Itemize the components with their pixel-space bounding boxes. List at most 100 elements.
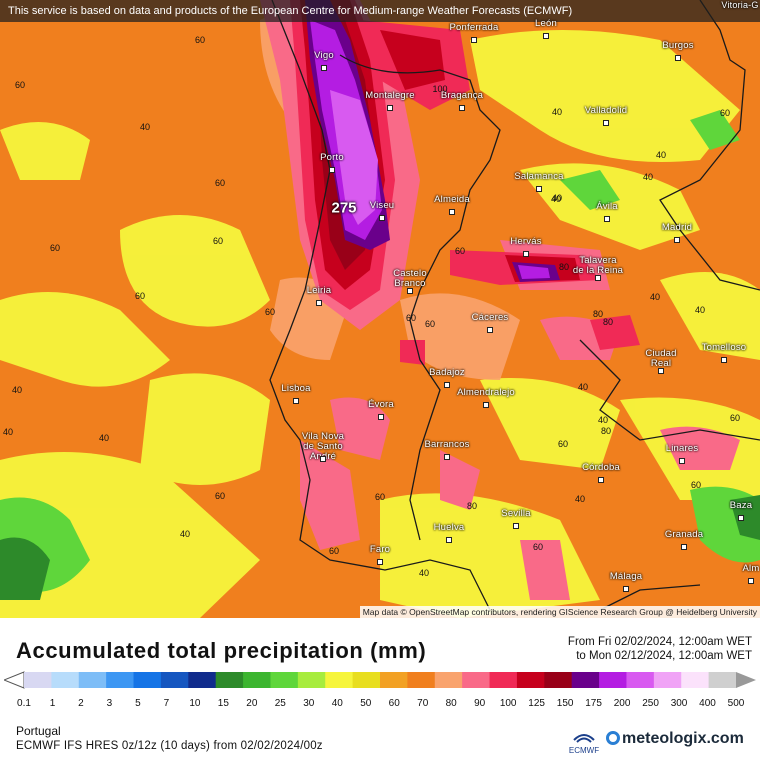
scale-swatch (51, 672, 80, 688)
city-marker-icon (536, 186, 542, 192)
contour-label: 40 (642, 172, 654, 182)
contour-label: 60 (14, 80, 26, 90)
max-value-label: 275 (331, 199, 357, 217)
city-marker-icon (321, 65, 327, 71)
city-label: Castelo Branco (393, 268, 427, 289)
contour-label: 40 (98, 433, 110, 443)
ecmwf-notice: This service is based on data and produc… (0, 0, 760, 22)
scale-swatch (571, 672, 600, 688)
contour-label: 40 (550, 194, 562, 204)
scale-label: 5 (135, 698, 141, 709)
city-label: Alm (742, 563, 760, 574)
time-period: From Fri 02/02/2024, 12:00am WET to Mon … (568, 635, 752, 663)
city-marker-icon (378, 414, 384, 420)
city-marker-icon (675, 55, 681, 61)
period-from: From Fri 02/02/2024, 12:00am WET (567, 636, 752, 648)
city-marker-icon (329, 167, 335, 173)
contour-label: 60 (214, 491, 226, 501)
contour-label: 40 (11, 385, 23, 395)
contour-label: 40 (139, 122, 151, 132)
city-marker-icon (407, 288, 413, 294)
city-marker-icon (623, 586, 629, 592)
scale-label: 125 (528, 698, 545, 709)
city-label: Ponferrada (449, 22, 499, 33)
color-scale (4, 671, 756, 689)
city-label: Granada (664, 529, 704, 540)
scale-swatch (325, 672, 354, 688)
scale-label: 150 (556, 698, 574, 709)
scale-swatch (434, 672, 463, 688)
scale-swatch (297, 672, 326, 688)
contour-label: 80 (466, 501, 478, 511)
ecmwf-logo[interactable]: ECMWF (566, 728, 602, 756)
scale-swatch (626, 672, 655, 688)
city-marker-icon (674, 237, 680, 243)
scale-label: 300 (670, 698, 688, 709)
city-label: Viseu (369, 200, 395, 211)
contour-label: 60 (424, 319, 436, 329)
city-marker-icon (738, 515, 744, 521)
contour-label: 40 (2, 427, 14, 437)
map-attribution[interactable]: Map data © OpenStreetMap contributors, r… (359, 606, 760, 618)
city-label: Bragança (440, 90, 484, 101)
city-marker-icon (721, 357, 727, 363)
contour-label: 60 (719, 108, 731, 118)
city-label: Hervás (510, 236, 542, 247)
contour-label: 60 (212, 236, 224, 246)
scale-swatch (188, 672, 217, 688)
scale-label: 100 (499, 698, 517, 709)
scale-label: 20 (246, 698, 258, 709)
map-layers (0, 0, 760, 618)
scale-label: 1 (49, 698, 56, 709)
scale-swatch (352, 672, 381, 688)
scale-label: 50 (360, 698, 372, 709)
scale-label: 200 (613, 698, 631, 709)
scale-label: 175 (585, 698, 602, 709)
scale-swatch (708, 672, 737, 688)
scale-label: 60 (388, 698, 400, 709)
contour-label: 80 (602, 317, 614, 327)
brand-logo-icon (606, 731, 620, 745)
contour-label: 60 (194, 35, 206, 45)
meteologix-brand[interactable]: meteologix.com (606, 730, 744, 748)
scale-swatch (489, 672, 518, 688)
city-marker-icon (320, 456, 326, 462)
precipitation-map[interactable]: This service is based on data and produc… (0, 0, 760, 618)
contour-label: 40 (649, 292, 661, 302)
city-marker-icon (748, 578, 754, 584)
scale-label: 500 (727, 698, 745, 709)
scale-swatch (106, 672, 135, 688)
city-marker-icon (483, 402, 489, 408)
scale-label: 400 (699, 698, 716, 709)
model-info: ECMWF IFS HRES 0z/12z (10 days) from 02/… (16, 740, 323, 752)
city-label: Linares (665, 443, 699, 454)
city-label: Huelva (433, 522, 465, 533)
city-marker-icon (387, 105, 393, 111)
contour-label: 60 (374, 492, 386, 502)
scale-swatch (516, 672, 545, 688)
city-label: Vigo (314, 50, 334, 61)
scale-label: 3 (106, 698, 113, 709)
period-to: to Mon 02/12/2024, 12:00am WET (576, 650, 752, 662)
city-label: León (535, 18, 557, 29)
city-label: Baza (729, 500, 753, 511)
scale-label: 30 (303, 698, 315, 709)
scale-label: 25 (274, 698, 286, 709)
city-label: Valladolid (584, 105, 628, 116)
scale-swatch (380, 672, 408, 688)
scale-label: 40 (331, 698, 343, 709)
city-label: Montalegre (365, 90, 415, 101)
contour-label: 40 (577, 382, 589, 392)
contour-label: 60 (214, 178, 226, 188)
city-marker-icon (679, 458, 685, 464)
scale-min-arrow (4, 671, 25, 689)
scale-label: 80 (445, 698, 457, 709)
contour-label: 40 (694, 305, 706, 315)
scale-label: 250 (642, 698, 659, 709)
city-marker-icon (446, 537, 452, 543)
contour-label: 60 (729, 413, 741, 423)
city-label: Ávila (596, 201, 618, 212)
contour-label: 60 (264, 307, 276, 317)
scale-swatch (24, 672, 52, 688)
city-marker-icon (543, 33, 549, 39)
